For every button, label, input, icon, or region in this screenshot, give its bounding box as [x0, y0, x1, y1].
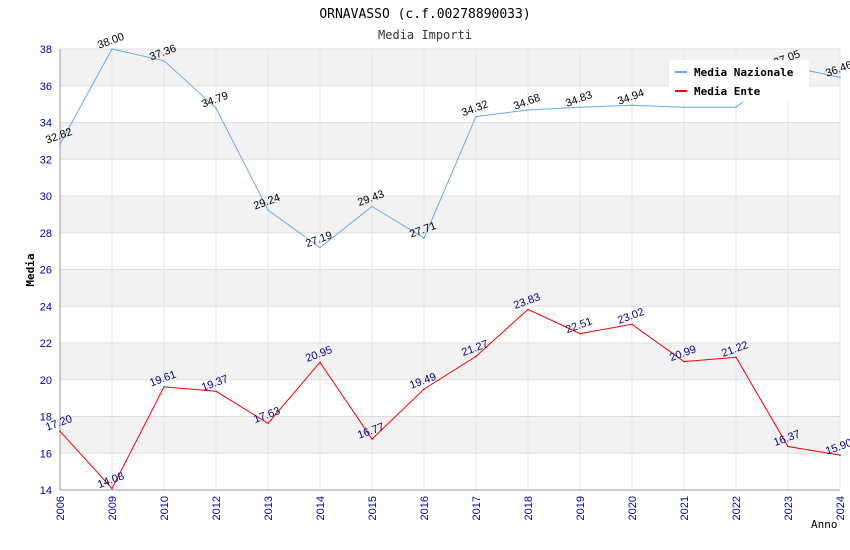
data-point [683, 106, 685, 109]
y-tick-label: 24 [40, 301, 52, 313]
plot-band [60, 306, 840, 343]
data-point [111, 487, 113, 490]
data-point [527, 308, 529, 311]
chart-subtitle: Media Importi [378, 28, 472, 42]
plot-band [60, 196, 840, 233]
y-tick-label: 36 [40, 81, 52, 93]
data-point [527, 109, 529, 111]
data-point [371, 205, 373, 208]
y-tick-label: 14 [40, 485, 52, 497]
data-label: 38.00 [96, 31, 126, 52]
plot-band [60, 122, 840, 160]
data-point [59, 430, 61, 433]
data-point [475, 115, 477, 118]
data-point [631, 104, 633, 107]
data-point [163, 386, 165, 388]
data-point [319, 246, 321, 249]
y-tick-label: 18 [40, 412, 52, 424]
data-point [371, 438, 373, 440]
x-tick-label: 2013 [263, 496, 275, 520]
y-axis-label: Media [24, 253, 37, 286]
plot-band [60, 269, 840, 307]
x-tick-labels: 2006 2009 2010 2012 2013 2014 2015 2016 2017 2018… [55, 496, 847, 520]
plot-band [60, 343, 840, 380]
y-tick-label: 38 [40, 44, 52, 56]
x-tick-label: 2015 [367, 496, 379, 520]
y-tick-labels: 14 16 18 20 22 24 26 28 30 32 34 36 38 [40, 44, 52, 497]
x-axis-label: Anno [811, 518, 838, 531]
grid-lines [59, 48, 841, 491]
legend: Media Nazionale Media Ente [669, 60, 809, 102]
x-tick-label: 2020 [627, 496, 639, 520]
data-point [839, 76, 841, 79]
data-point [59, 143, 61, 145]
series-line-media-ente [59, 308, 841, 490]
y-tick-label: 16 [40, 448, 52, 460]
y-tick-label: 32 [40, 154, 52, 166]
series-line-media-nazionale [59, 48, 841, 249]
y-tick-label: 26 [40, 265, 52, 277]
x-tick-label: 2023 [783, 496, 795, 520]
x-tick-label: 2009 [107, 496, 119, 520]
plot-background-bands [60, 49, 840, 490]
data-point [111, 48, 113, 50]
data-point [839, 454, 841, 456]
series-lines [59, 48, 841, 490]
data-point [319, 361, 321, 364]
data-point [475, 355, 477, 358]
x-tick-label: 2017 [471, 496, 483, 520]
data-point [579, 106, 581, 109]
data-point [163, 59, 165, 62]
plot-band [60, 453, 840, 490]
x-tick-label: 2019 [575, 496, 587, 520]
data-point [423, 237, 425, 239]
x-tick-label: 2006 [55, 496, 67, 520]
chart-title: ORNAVASSO (c.f.00278890033) [319, 7, 530, 22]
x-tick-label: 2014 [315, 496, 327, 520]
legend-label: Media Nazionale [694, 66, 794, 79]
data-point [267, 209, 269, 211]
x-tick-label: 2010 [159, 496, 171, 520]
legend-box [669, 60, 809, 102]
data-point [423, 388, 425, 390]
x-tick-label: 2012 [211, 496, 223, 520]
y-tick-label: 28 [40, 228, 52, 240]
data-point [735, 106, 737, 109]
plot-band [60, 416, 840, 454]
x-tick-label: 2018 [523, 496, 535, 520]
x-tick-label: 2021 [679, 496, 691, 520]
y-tick-label: 34 [40, 118, 52, 130]
axes [59, 49, 840, 491]
x-tick-label: 2022 [731, 496, 743, 520]
plot-band [60, 232, 840, 270]
x-tick-label: 2024 [835, 496, 847, 520]
y-tick-label: 20 [40, 375, 52, 387]
data-point [267, 422, 269, 425]
data-point [579, 332, 581, 335]
data-point [683, 360, 685, 363]
x-tick-label: 2016 [419, 496, 431, 520]
data-point [631, 323, 633, 326]
data-point [215, 390, 217, 393]
data-point [735, 356, 737, 359]
y-tick-label: 22 [40, 338, 52, 350]
legend-label: Media Ente [694, 85, 761, 98]
data-point [787, 445, 789, 448]
data-point [215, 107, 217, 109]
plot-band [60, 379, 840, 417]
y-tick-label: 30 [40, 191, 52, 203]
